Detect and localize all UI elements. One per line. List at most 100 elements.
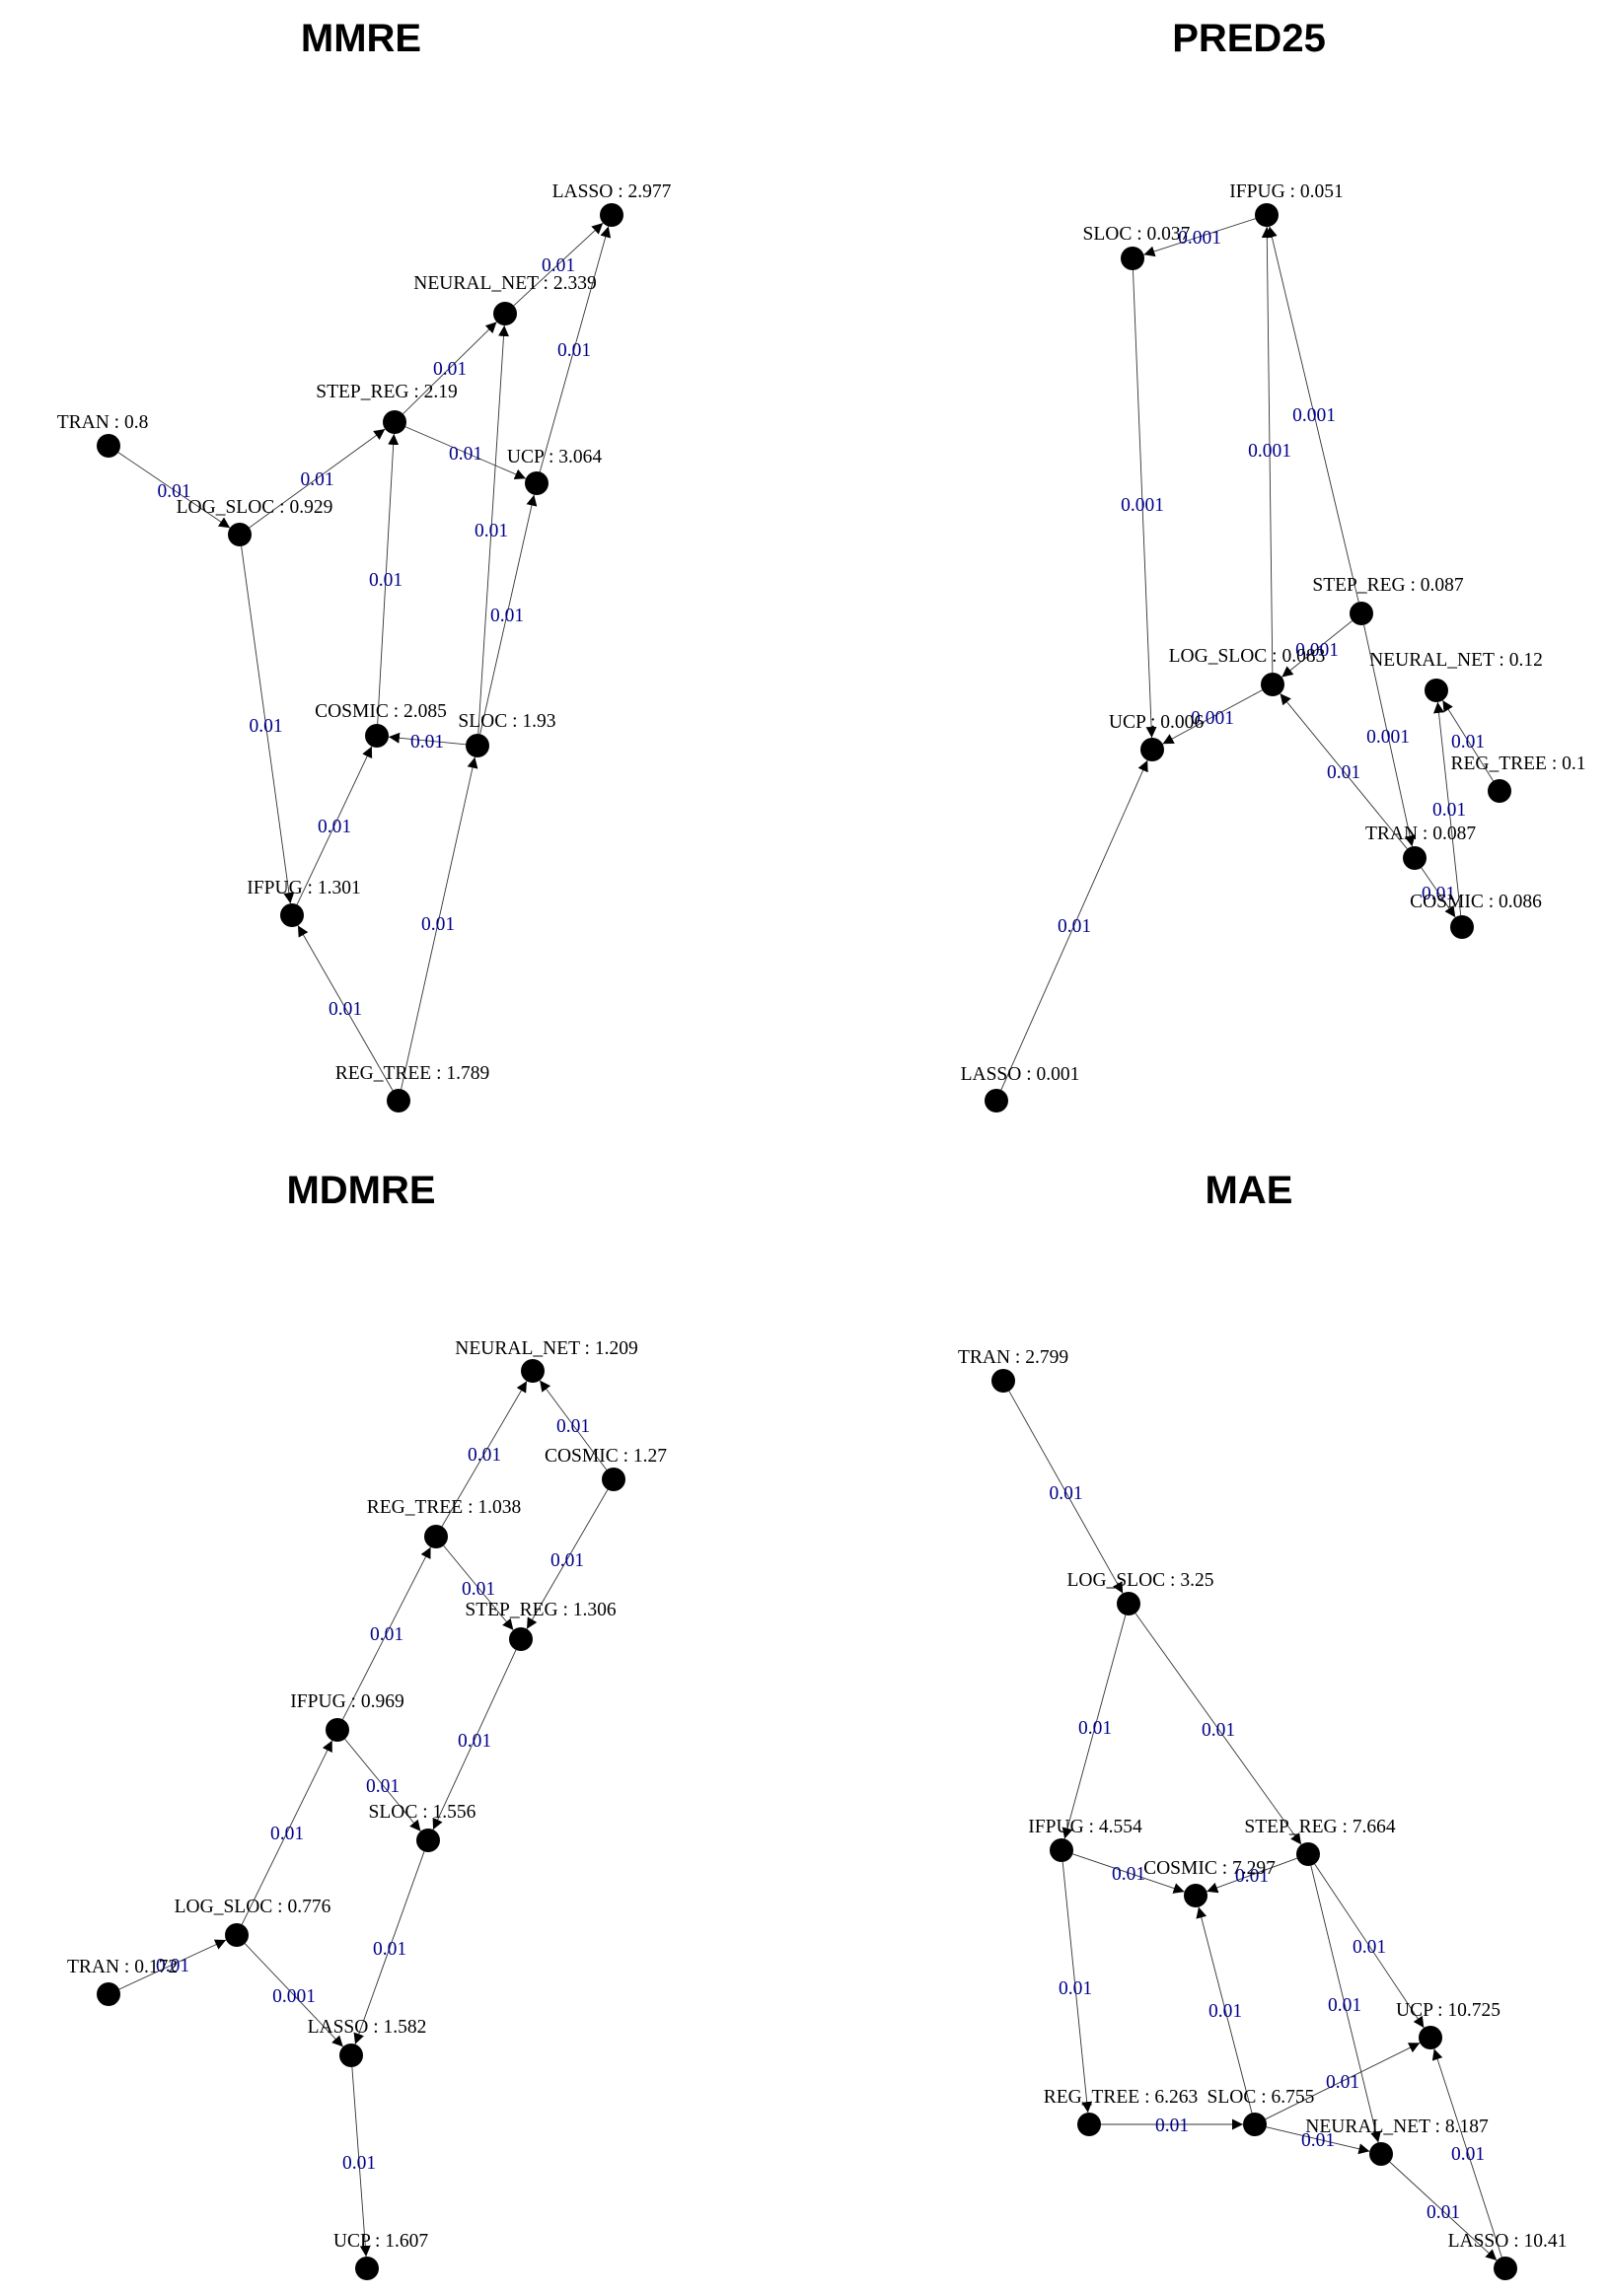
node-tran <box>1403 846 1427 870</box>
edge-weight-label: 0.01 <box>1422 884 1455 904</box>
node-log-sloc <box>225 1923 249 1947</box>
edge-weight-label: 0.01 <box>156 1956 189 1976</box>
node-label-neural-net: NEURAL_NET : 0.12 <box>1369 650 1543 671</box>
edge-tran-to-log-sloc <box>1280 693 1408 849</box>
edge-weight-label: 0.001 <box>1366 727 1410 748</box>
edge-weight-label: 0.01 <box>1427 2202 1460 2223</box>
edge-sloc-to-ucp <box>479 494 538 735</box>
node-label-step-reg: STEP_REG : 1.306 <box>465 1600 617 1620</box>
graph-pred25: PRED250.0010.0010.0010.0010.0010.0010.00… <box>961 17 1586 1112</box>
node-ifpug <box>326 1718 349 1742</box>
node-label-tran: TRAN : 0.087 <box>1365 824 1476 844</box>
edge-step-reg-to-log-sloc <box>1281 620 1353 678</box>
node-label-cosmic: COSMIC : 7.297 <box>1143 1858 1276 1879</box>
node-label-sloc: SLOC : 6.755 <box>1208 2087 1315 2108</box>
edge-weight-label: 0.01 <box>370 1624 403 1645</box>
graph-mdmre: MDMRE 0.01 0.01 0.01 0.01 0.01 0.01 0.01 0.01 0.0… <box>67 1169 667 2280</box>
edge-weight-label: 0.01 <box>1451 732 1485 753</box>
edge-log-sloc-to-ucp <box>1162 689 1263 745</box>
node-cosmic <box>1450 915 1474 939</box>
edge-sloc-to-cosmic <box>1196 1906 1253 2114</box>
edge-weight-label: 0.01 <box>449 444 482 465</box>
edge-lasso-to-ucp <box>1431 2048 1502 2258</box>
edge-weight-label: 0.01 <box>369 570 402 591</box>
node-label-tran: TRAN : 0.172 <box>67 1957 178 1977</box>
edge-weight-label: 0.01 <box>1235 1866 1269 1887</box>
node-label-cosmic: COSMIC : 2.085 <box>315 701 447 722</box>
node-log-sloc <box>1117 1592 1140 1615</box>
edge-weight-label: 0.01 <box>462 1579 495 1600</box>
node-label-cosmic: COSMIC : 0.086 <box>1410 892 1542 912</box>
edge-step-reg-to-cosmic <box>1207 1857 1297 1894</box>
edge-weight-label: 0.01 <box>475 521 508 541</box>
edge-ifpug-to-sloc <box>344 1738 421 1832</box>
node-label-step-reg: STEP_REG : 2.19 <box>316 382 458 402</box>
node-step-reg <box>383 410 406 434</box>
edge-weight-label: 0.01 <box>318 817 351 837</box>
edge-weight-label: 0.01 <box>410 732 444 753</box>
edge-cosmic-to-step-reg <box>377 433 400 725</box>
edge-ifpug-to-cosmic <box>296 746 373 905</box>
node-ucp <box>525 471 549 495</box>
node-lasso <box>339 2044 363 2067</box>
edge-log-sloc-to-ifpug <box>241 545 295 904</box>
edge-ucp-to-lasso <box>539 226 612 472</box>
edge-weight-label: 0.01 <box>433 359 467 380</box>
node-neural-net <box>521 1359 545 1383</box>
edge-neural-net-to-lasso <box>513 222 604 307</box>
edge-tran-to-log-sloc <box>117 452 231 529</box>
node-reg-tree <box>1077 2113 1101 2136</box>
edge-weight-label: 0.01 <box>458 1731 491 1752</box>
node-label-sloc: SLOC : 0.037 <box>1083 224 1191 245</box>
node-label-ucp: UCP : 0.006 <box>1109 712 1205 733</box>
node-label-neural-net: NEURAL_NET : 8.187 <box>1305 2117 1489 2137</box>
panel-pred25: PRED25 0.001 0.001 0.001 0.001 0.001 0.001 0.00… <box>805 0 1610 1148</box>
edge-step-reg-to-ucp <box>404 426 527 479</box>
panel-mae: MAE 0.01 0.01 0.01 0.01 0.01 0.01 0.01 0.01 0.01 0… <box>805 1148 1610 2296</box>
node-cosmic <box>365 724 389 748</box>
edge-log-sloc-to-lasso <box>244 1943 344 2047</box>
node-label-sloc: SLOC : 1.93 <box>458 711 555 732</box>
edge-step-reg-to-ifpug <box>1266 226 1359 603</box>
edge-reg-tree-to-ifpug <box>297 925 394 1091</box>
node-sloc <box>416 1829 440 1852</box>
edge-weight-label: 0.01 <box>1049 1483 1082 1504</box>
edge-weight-label: 0.01 <box>300 469 333 490</box>
edge-weight-label: 0.01 <box>1353 1937 1386 1958</box>
edge-ifpug-to-reg-tree <box>342 1546 431 1720</box>
edge-weight-label: 0.001 <box>1121 495 1164 516</box>
node-label-neural-net: NEURAL_NET : 1.209 <box>455 1338 637 1359</box>
edge-step-reg-to-neural-net <box>1310 1865 1381 2143</box>
node-neural-net <box>1369 2142 1393 2166</box>
edge-cosmic-to-neural-net <box>539 1380 608 1471</box>
node-log-sloc <box>1261 673 1284 696</box>
edge-weight-label: 0.01 <box>1059 1978 1092 1999</box>
edge-weight-label: 0.001 <box>1248 441 1291 462</box>
panel-mdmre: MDMRE 0.01 0.01 0.01 0.01 0.01 0.01 0.01 0.01 0.0… <box>0 1148 805 2296</box>
edge-weight-label: 0.01 <box>270 1824 304 1844</box>
edge-weight-label: 0.01 <box>542 255 575 276</box>
edge-weight-label: 0.001 <box>1191 708 1234 729</box>
node-tran <box>991 1369 1015 1393</box>
node-label-ifpug: IFPUG : 4.554 <box>1028 1817 1142 1837</box>
edge-weight-label: 0.001 <box>1178 228 1221 249</box>
edge-weight-label: 0.01 <box>373 1939 406 1960</box>
edge-weight-label: 0.001 <box>1295 640 1339 661</box>
edge-ifpug-to-reg-tree <box>1061 1861 1093 2114</box>
edge-neural-net-to-lasso <box>1389 2161 1498 2261</box>
node-ifpug <box>1255 203 1279 227</box>
edge-weight-label: 0.01 <box>1058 916 1091 937</box>
edge-weight-label: 0.01 <box>1326 2072 1359 2093</box>
edge-weight-label: 0.01 <box>1155 2116 1189 2136</box>
panel-title-mae: MAE <box>1206 1169 1293 1212</box>
node-label-ifpug: IFPUG : 1.301 <box>247 878 360 898</box>
edge-log-sloc-to-step-reg <box>249 428 386 529</box>
edge-sloc-to-cosmic <box>388 732 467 746</box>
edge-weight-label: 0.01 <box>249 716 282 737</box>
edge-sloc-to-lasso <box>353 1851 425 2045</box>
edge-log-sloc-to-step-reg <box>1134 1613 1302 1845</box>
node-label-ifpug: IFPUG : 0.051 <box>1229 181 1343 202</box>
edge-weight-label: 0.01 <box>468 1445 501 1466</box>
node-reg-tree <box>424 1525 448 1548</box>
